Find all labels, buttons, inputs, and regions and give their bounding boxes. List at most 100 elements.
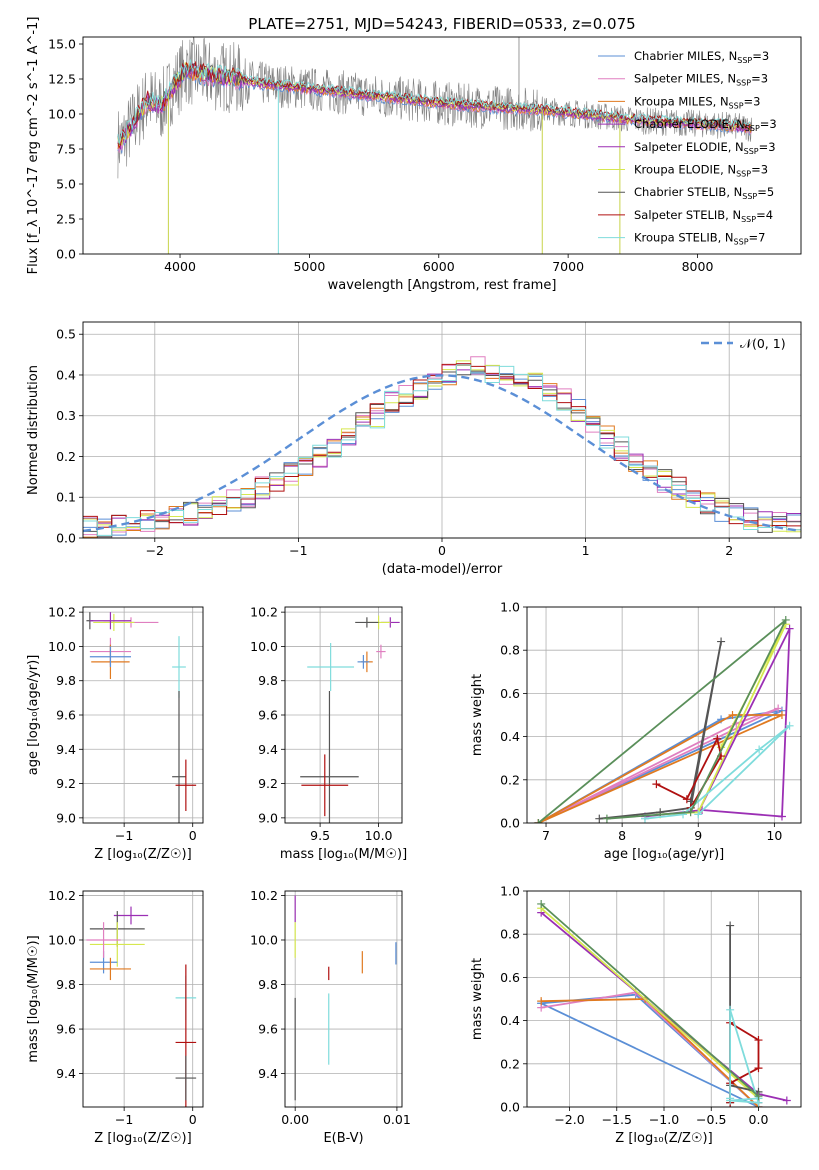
y-tick-label: 9.2 [56,776,76,791]
y-tick-label: 9.8 [258,673,278,688]
weight-lines [534,615,794,823]
x-tick-label: 5000 [293,259,325,274]
weight-marker [777,812,786,821]
axes-frame [82,606,204,824]
y-tick-label: 5.0 [56,177,76,192]
mass-vs-ebv-panel: 0.00 0.01 9.4 9.6 9.8 10.0 10.2 E(B-V) [250,888,411,1146]
y-tick-label: 9.4 [258,1066,278,1081]
y-tick-label: 0.3 [56,408,76,423]
spectrum-lines [117,37,753,254]
y-tick-label: 0.2 [56,449,76,464]
x-tick-label: −1 [115,828,133,843]
axes-frame [526,890,802,1108]
errorbars [300,615,400,823]
weight-series-line [537,619,787,823]
age-vs-Z-panel: −1 0 9.0 9.2 9.4 9.6 9.8 10.0 10.2 Z [log₁₀(Z/Z☉)… [26,605,204,862]
panels: 4000 5000 6000 7000 80000.02.55.07.510.012.5… [26,17,802,1146]
weight-marker [781,615,790,624]
y-tick-label: 0.2 [500,772,520,787]
weight-marker [602,814,611,823]
x-axis-label: wavelength [Angstrom, rest frame] [328,278,557,293]
x-tick-label: −2 [146,543,164,558]
y-tick-label: 10.0 [48,107,76,122]
x-tick-label: 0 [189,1112,197,1127]
weight-marker [755,745,764,754]
x-tick-label: 0.00 [281,1112,309,1127]
y-tick-label: 9.0 [56,810,76,825]
y-tick-label: 9.4 [56,1066,76,1081]
weight-marker [782,1096,791,1105]
x-axis-label: mass [log₁₀(M/M☉)] [280,847,407,862]
y-tick-label: 0.4 [500,1013,520,1028]
x-axis-label: age [log₁₀(age/yr)] [604,847,725,862]
y-tick-label: 0.5 [56,327,76,342]
legend-label: Chabrier MILES, NSSP=3 [634,49,769,65]
y-tick-label: 9.6 [258,1022,278,1037]
axes-frame [284,890,403,1108]
x-tick-label: 10.0 [365,828,393,843]
histogram-series [83,364,801,536]
residuals-panel: −2 −1 0 1 2 0.0 0.1 0.2 0.3 0.4 0.5 (data-model)/er… [26,321,802,577]
weight-series-line [655,736,723,809]
y-tick-label: 10.0 [48,639,76,654]
weight-series-line [537,707,779,823]
x-axis-label: Z [log₁₀(Z/Z☉)] [615,1131,712,1146]
weight-marker [785,721,794,730]
x-tick-label: 9.5 [310,828,330,843]
weight-marker [726,1005,735,1014]
y-tick-label: 0.2 [500,1056,520,1071]
x-axis-label: Z [log₁₀(Z/Z☉)] [94,847,191,862]
axes-frame [82,36,802,255]
y-axis-label: age [log₁₀(age/yr)] [26,655,41,776]
y-tick-label: 9.6 [56,1022,76,1037]
weight-marker [595,814,604,823]
x-tick-label: −1.5 [602,1112,632,1127]
y-tick-label: 0.0 [56,531,76,546]
y-tick-label: 1.0 [500,884,520,899]
weight-marker [777,711,786,719]
weight-marker [726,921,735,930]
y-tick-label: 9.8 [56,977,76,992]
x-tick-label: 4000 [164,259,196,274]
y-axis-label: mass [log₁₀(M/M☉)] [26,935,41,1062]
y-tick-label: 9.2 [258,776,278,791]
weight-marker [652,780,661,789]
weight-marker [754,1092,763,1101]
weight-marker [537,997,546,1006]
histogram-series [83,363,801,528]
axes-frame [526,606,802,824]
y-tick-label: 0.8 [500,643,520,658]
x-tick-label: 6000 [423,259,455,274]
weight-marker [686,808,695,817]
weight-marker [774,704,783,713]
x-tick-label: 7000 [552,259,584,274]
mass-weight-vs-age-panel: 7 8 9 10 0.0 0.2 0.4 0.6 0.8 1.0 age [log₁₀(age/yr… [470,600,802,862]
x-tick-label: −0.5 [696,1112,726,1127]
weight-marker [694,810,703,819]
model-spectrum-line [117,62,753,145]
x-tick-label: 10 [766,828,782,843]
y-axis-label: mass weight [470,674,485,756]
weight-series-line [540,907,760,1100]
y-tick-label: 15.0 [48,37,76,52]
weight-marker [754,1036,763,1045]
axes-frame [284,606,403,824]
y-tick-label: 2.5 [56,212,76,227]
y-tick-label: 0.4 [56,367,76,382]
y-tick-label: 10.0 [250,932,278,947]
x-axis-label: E(B-V) [323,1131,363,1146]
legend-label: Chabrier ELODIE, NSSP=3 [634,117,777,133]
x-tick-label: −1.0 [649,1112,679,1127]
weight-marker [728,711,737,719]
y-tick-label: 9.4 [56,742,76,757]
histogram-steps [83,356,801,538]
legend-label: Kroupa ELODIE, NSSP=3 [634,163,768,179]
x-tick-label: −1 [289,543,307,558]
model-spectrum-line [117,62,753,148]
model-spectrum-line [117,59,752,144]
x-tick-label: −2.0 [554,1112,584,1127]
errorbars [86,906,197,1107]
x-tick-label: 8000 [682,259,714,274]
weight-marker [713,734,722,743]
y-tick-label: 9.0 [258,810,278,825]
